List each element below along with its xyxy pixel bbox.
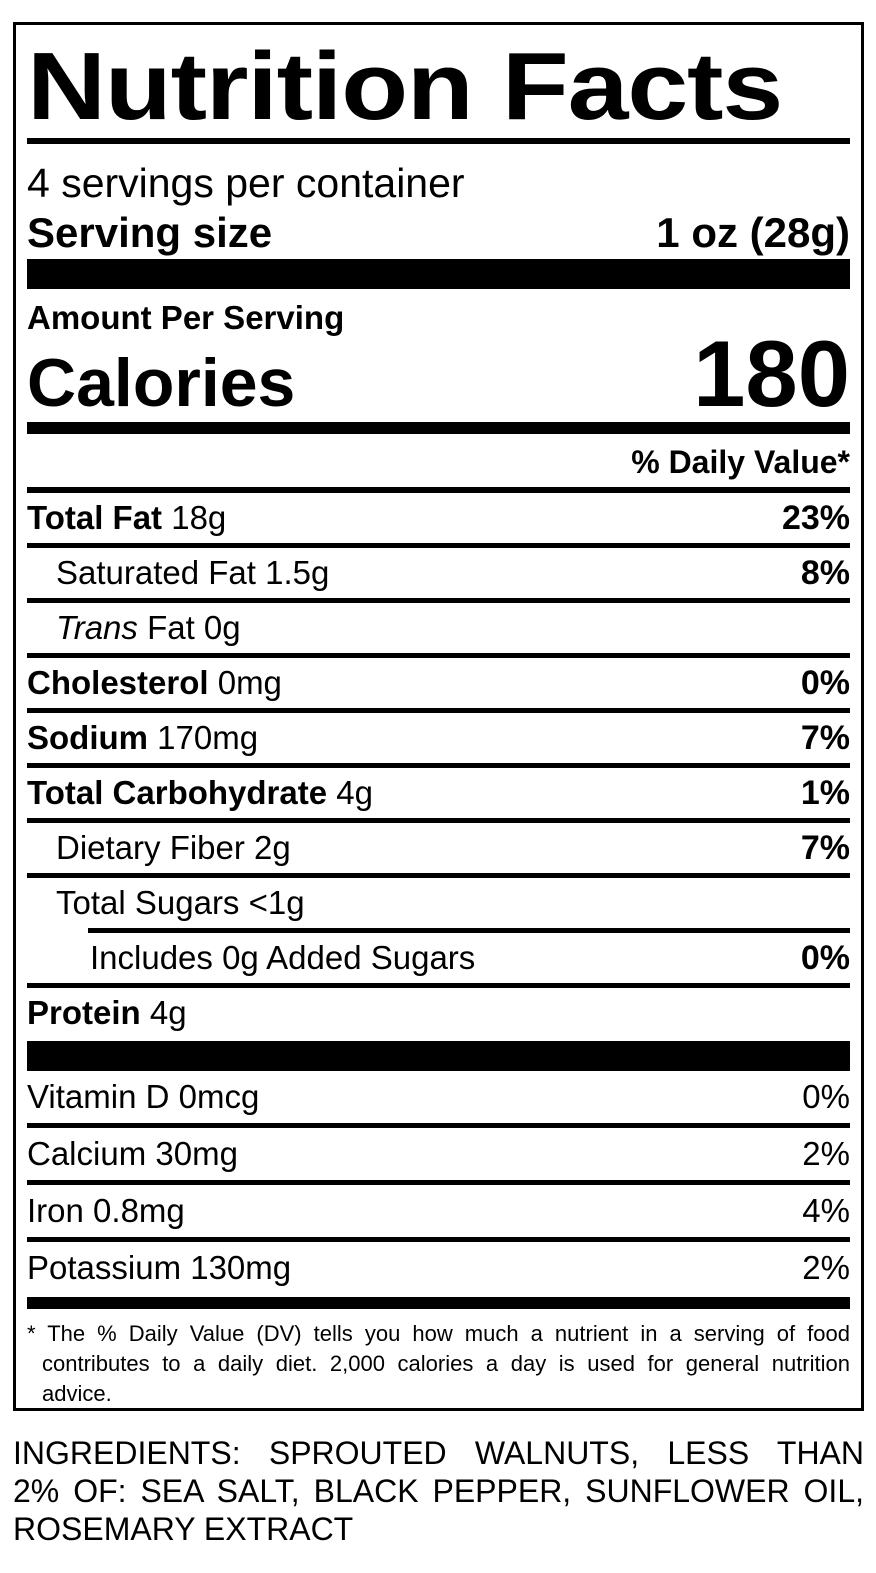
nutrient-name: Calcium bbox=[27, 1135, 147, 1172]
nutrient-row: Iron 0.8mg 4% bbox=[27, 1180, 850, 1237]
label-title-text: Nutrition Facts bbox=[27, 33, 783, 140]
divider-thick-bar bbox=[27, 1041, 850, 1071]
nutrient-amount: 30mg bbox=[146, 1135, 238, 1172]
serving-size-value: 1 oz (28g) bbox=[656, 209, 850, 256]
ingredients-line: ROSEMARY EXTRACT bbox=[13, 1511, 354, 1547]
label-title: Nutrition Facts bbox=[27, 25, 850, 144]
nutrient-amount: <1g bbox=[239, 884, 305, 921]
footnote-line: * The % Daily Value (DV) tells you how m… bbox=[27, 1321, 850, 1346]
nutrient-text: Dietary Fiber 2g bbox=[56, 830, 291, 866]
calories-value: 180 bbox=[693, 321, 850, 426]
daily-value-percent: 0% bbox=[800, 664, 850, 702]
calories-row: Calories 180 bbox=[27, 321, 850, 426]
nutrient-amount: 0.8mg bbox=[83, 1192, 185, 1229]
serving-size-label: Serving size bbox=[27, 209, 273, 256]
divider-medium-bar bbox=[27, 1297, 850, 1309]
daily-value-percent: 4% bbox=[802, 1192, 850, 1229]
nutrient-amount: 2g bbox=[244, 829, 291, 866]
ingredients-line: INGREDIENTS: SPROUTED WALNUTS, LESS THAN bbox=[13, 1435, 864, 1471]
footnote-line: advice. bbox=[42, 1381, 112, 1406]
daily-value-percent: 1% bbox=[800, 774, 850, 812]
nutrient-text: Trans Fat 0g bbox=[56, 610, 241, 646]
calories-label: Calories bbox=[27, 345, 296, 421]
nutrient-name: Total Sugars bbox=[56, 884, 240, 921]
nutrient-row: Dietary Fiber 2g 7% bbox=[27, 818, 850, 873]
daily-value-percent: 7% bbox=[800, 719, 850, 757]
ingredients-line: 2% OF: SEA SALT, BLACK PEPPER, SUNFLOWER… bbox=[13, 1473, 864, 1509]
daily-value-footnote: * The % Daily Value (DV) tells you how m… bbox=[27, 1319, 850, 1409]
nutrient-text: Total Fat 18g bbox=[27, 500, 226, 536]
nutrient-name: Vitamin D bbox=[27, 1078, 170, 1115]
nutrient-amount: 1.5g bbox=[255, 554, 330, 591]
nutrient-rows: Total Fat 18g 23% Saturated Fat 1.5g 8% Tran… bbox=[27, 493, 850, 1038]
divider-medium-bar bbox=[27, 422, 850, 434]
nutrient-row: Total Sugars <1g bbox=[27, 873, 850, 928]
servings-per-container: 4 servings per container bbox=[27, 160, 465, 206]
daily-value-percent: 2% bbox=[802, 1249, 850, 1286]
nutrient-amount: 170mg bbox=[148, 719, 259, 756]
nutrient-row: Protein 4g bbox=[27, 983, 850, 1038]
daily-value-header: % Daily Value* bbox=[27, 434, 850, 493]
nutrient-text: Iron 0.8mg bbox=[27, 1193, 185, 1229]
nutrient-row: Total Fat 18g 23% bbox=[27, 493, 850, 543]
ingredients-statement: INGREDIENTS: SPROUTED WALNUTS, LESS THAN… bbox=[13, 1434, 864, 1548]
nutrient-amount: 18g bbox=[162, 499, 227, 536]
nutrient-text: Total Carbohydrate 4g bbox=[27, 775, 373, 811]
daily-value-percent: 0% bbox=[802, 1078, 850, 1115]
nutrient-amount: 4g bbox=[327, 774, 373, 811]
nutrient-text: Saturated Fat 1.5g bbox=[56, 555, 329, 591]
nutrient-name: Includes 0g Added Sugars bbox=[90, 939, 476, 976]
daily-value-percent: 7% bbox=[800, 829, 850, 867]
nutrient-row: Calcium 30mg 2% bbox=[27, 1123, 850, 1180]
nutrient-row: Trans Fat 0g bbox=[27, 598, 850, 653]
footnote-line: contributes to a daily diet. 2,000 calor… bbox=[42, 1351, 850, 1376]
nutrient-name: Protein bbox=[27, 994, 141, 1031]
nutrient-text: Sodium 170mg bbox=[27, 720, 258, 756]
nutrient-row: Potassium 130mg 2% bbox=[27, 1237, 850, 1294]
nutrient-amount: 130mg bbox=[181, 1249, 292, 1286]
nutrient-row: Cholesterol 0mg 0% bbox=[27, 653, 850, 708]
nutrient-text: Vitamin D 0mcg bbox=[27, 1079, 259, 1115]
nutrient-row: Saturated Fat 1.5g 8% bbox=[27, 543, 850, 598]
nutrient-name: Iron bbox=[27, 1192, 84, 1229]
nutrient-text: Protein 4g bbox=[27, 995, 187, 1031]
nutrient-name: Total Fat bbox=[27, 499, 163, 536]
nutrient-amount: 0mg bbox=[208, 664, 282, 701]
nutrient-row: Includes 0g Added Sugars 0% bbox=[88, 928, 850, 983]
nutrient-name: Saturated Fat bbox=[56, 554, 256, 591]
nutrition-facts-label: Nutrition Facts 4 servings per container… bbox=[13, 22, 864, 1411]
daily-value-percent: 2% bbox=[802, 1135, 850, 1172]
nutrient-amount: Fat 0g bbox=[137, 609, 241, 646]
nutrient-text: Includes 0g Added Sugars bbox=[90, 940, 475, 976]
nutrient-row: Total Carbohydrate 4g 1% bbox=[27, 763, 850, 818]
nutrient-name: Trans bbox=[56, 609, 138, 646]
nutrient-text: Total Sugars <1g bbox=[56, 885, 305, 921]
nutrient-name: Sodium bbox=[27, 719, 148, 756]
nutrient-name: Potassium bbox=[27, 1249, 182, 1286]
nutrient-row: Vitamin D 0mcg 0% bbox=[27, 1071, 850, 1123]
amount-per-serving-label: Amount Per Serving bbox=[27, 299, 345, 336]
daily-value-percent: 23% bbox=[781, 499, 850, 537]
vitamin-rows: Vitamin D 0mcg 0% Calcium 30mg 2% Iron 0.8mg… bbox=[27, 1071, 850, 1294]
daily-value-percent: 8% bbox=[800, 554, 850, 592]
nutrient-row: Sodium 170mg 7% bbox=[27, 708, 850, 763]
divider-thick-bar bbox=[27, 259, 850, 289]
nutrient-name: Cholesterol bbox=[27, 664, 209, 701]
serving-size-row: Serving size 1 oz (28g) bbox=[27, 210, 850, 256]
nutrient-amount: 4g bbox=[140, 994, 187, 1031]
nutrient-text: Calcium 30mg bbox=[27, 1136, 238, 1172]
nutrient-text: Potassium 130mg bbox=[27, 1250, 291, 1286]
nutrient-amount: 0mcg bbox=[169, 1078, 260, 1115]
nutrient-name: Total Carbohydrate bbox=[27, 774, 328, 811]
nutrient-text: Cholesterol 0mg bbox=[27, 665, 282, 701]
daily-value-percent: 0% bbox=[800, 939, 850, 977]
nutrient-name: Dietary Fiber bbox=[56, 829, 245, 866]
